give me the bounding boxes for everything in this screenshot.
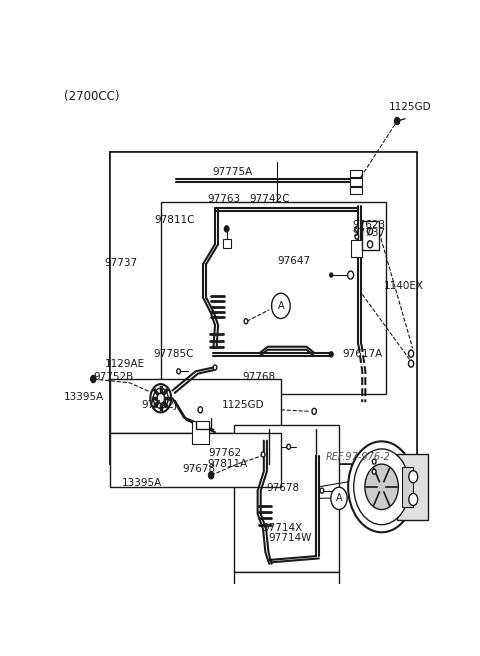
Circle shape xyxy=(367,228,372,235)
Text: 97768: 97768 xyxy=(242,372,276,382)
Text: 97811C: 97811C xyxy=(155,215,195,225)
Text: 97737: 97737 xyxy=(352,228,385,237)
Circle shape xyxy=(287,444,290,449)
Circle shape xyxy=(367,241,372,248)
Circle shape xyxy=(408,350,414,357)
Text: 1125GD: 1125GD xyxy=(222,400,264,409)
Circle shape xyxy=(177,369,180,374)
Text: 97785C: 97785C xyxy=(153,349,193,359)
Bar xyxy=(350,178,362,186)
Circle shape xyxy=(312,408,316,415)
Circle shape xyxy=(348,271,354,279)
Text: 97678: 97678 xyxy=(266,483,300,493)
Text: A: A xyxy=(336,493,342,503)
Bar xyxy=(110,433,281,487)
Bar xyxy=(192,421,209,445)
Bar xyxy=(110,152,417,464)
Circle shape xyxy=(354,449,409,525)
Circle shape xyxy=(329,352,333,357)
Bar xyxy=(110,152,417,464)
Bar xyxy=(234,571,339,656)
Bar xyxy=(223,239,230,248)
Text: 97811A: 97811A xyxy=(207,459,247,468)
Bar xyxy=(402,466,413,507)
Text: 1140EX: 1140EX xyxy=(384,281,424,291)
Bar xyxy=(161,202,385,394)
Bar xyxy=(234,425,339,571)
Text: 97737: 97737 xyxy=(105,258,138,268)
Text: 97775A: 97775A xyxy=(213,167,253,177)
Circle shape xyxy=(372,459,376,464)
Bar xyxy=(350,170,362,177)
Text: 97623: 97623 xyxy=(352,220,385,230)
Circle shape xyxy=(261,452,265,457)
Text: 97617A: 97617A xyxy=(343,349,383,359)
Text: 97742J: 97742J xyxy=(142,400,178,409)
Bar xyxy=(351,240,362,257)
Circle shape xyxy=(330,273,333,277)
Bar xyxy=(362,221,379,251)
Text: 97763: 97763 xyxy=(207,194,240,204)
Text: REF.97-976-2: REF.97-976-2 xyxy=(326,451,391,462)
Text: 97714W: 97714W xyxy=(268,533,312,543)
Circle shape xyxy=(91,375,96,382)
Text: 97647: 97647 xyxy=(277,256,311,266)
Text: (2700CC): (2700CC) xyxy=(64,90,119,103)
Circle shape xyxy=(157,393,165,403)
Text: 97742C: 97742C xyxy=(250,194,290,204)
Bar xyxy=(110,379,281,433)
Text: 97762: 97762 xyxy=(209,447,242,457)
Circle shape xyxy=(244,319,248,324)
Circle shape xyxy=(150,384,171,413)
Text: 1129AE: 1129AE xyxy=(105,359,145,369)
Text: A: A xyxy=(277,301,284,311)
Circle shape xyxy=(348,441,415,532)
Circle shape xyxy=(365,464,398,510)
Text: 97678: 97678 xyxy=(183,464,216,474)
Circle shape xyxy=(409,470,418,483)
Circle shape xyxy=(331,487,347,510)
Circle shape xyxy=(272,293,290,319)
Text: 97714X: 97714X xyxy=(263,523,303,533)
Text: 13395A: 13395A xyxy=(121,478,162,488)
Circle shape xyxy=(320,488,324,493)
Bar xyxy=(350,186,362,194)
Circle shape xyxy=(213,365,217,370)
Circle shape xyxy=(395,117,400,125)
Text: 97752B: 97752B xyxy=(94,372,134,382)
Circle shape xyxy=(198,407,203,413)
Circle shape xyxy=(372,469,376,474)
Circle shape xyxy=(409,493,418,506)
Circle shape xyxy=(153,388,168,409)
Circle shape xyxy=(224,226,229,232)
Text: 1125GD: 1125GD xyxy=(389,102,432,112)
Circle shape xyxy=(408,360,414,367)
Circle shape xyxy=(355,226,359,232)
Bar xyxy=(396,454,428,520)
Circle shape xyxy=(208,472,214,479)
Circle shape xyxy=(355,234,359,239)
Text: 13395A: 13395A xyxy=(64,392,104,402)
